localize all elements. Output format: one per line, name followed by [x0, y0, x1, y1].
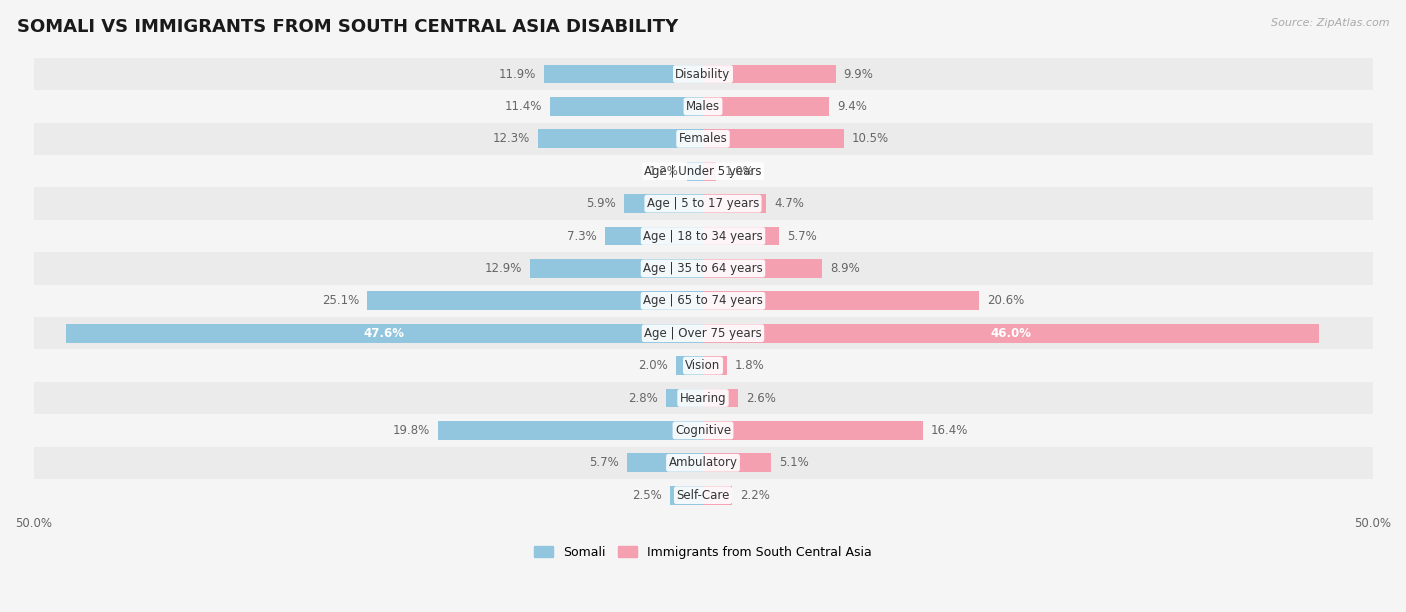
- Text: 12.9%: 12.9%: [485, 262, 522, 275]
- Bar: [34, 285, 1372, 317]
- Text: 4.7%: 4.7%: [773, 197, 804, 210]
- Bar: [34, 187, 1372, 220]
- Bar: [703, 486, 733, 504]
- Bar: [34, 58, 1372, 90]
- Text: 11.4%: 11.4%: [505, 100, 543, 113]
- Text: 20.6%: 20.6%: [987, 294, 1024, 307]
- Text: 5.9%: 5.9%: [586, 197, 616, 210]
- Text: 46.0%: 46.0%: [990, 327, 1032, 340]
- Bar: [703, 162, 717, 181]
- Text: 1.8%: 1.8%: [735, 359, 765, 372]
- Text: 11.9%: 11.9%: [498, 67, 536, 81]
- Legend: Somali, Immigrants from South Central Asia: Somali, Immigrants from South Central As…: [530, 541, 876, 564]
- Text: 1.0%: 1.0%: [724, 165, 754, 177]
- Text: 19.8%: 19.8%: [392, 424, 430, 437]
- Bar: [367, 291, 703, 310]
- Text: 25.1%: 25.1%: [322, 294, 359, 307]
- Text: Males: Males: [686, 100, 720, 113]
- Text: Age | 35 to 64 years: Age | 35 to 64 years: [643, 262, 763, 275]
- Bar: [530, 259, 703, 278]
- Bar: [703, 356, 727, 375]
- Bar: [665, 389, 703, 408]
- Text: Age | Under 5 years: Age | Under 5 years: [644, 165, 762, 177]
- Text: Age | 65 to 74 years: Age | 65 to 74 years: [643, 294, 763, 307]
- Bar: [703, 389, 738, 408]
- Text: Disability: Disability: [675, 67, 731, 81]
- Bar: [703, 259, 823, 278]
- Text: Age | 5 to 17 years: Age | 5 to 17 years: [647, 197, 759, 210]
- Text: 12.3%: 12.3%: [494, 132, 530, 145]
- Text: 2.8%: 2.8%: [627, 392, 658, 405]
- Bar: [703, 291, 979, 310]
- Bar: [703, 97, 830, 116]
- Bar: [703, 65, 835, 83]
- Bar: [703, 194, 766, 213]
- Text: 2.0%: 2.0%: [638, 359, 668, 372]
- Text: 47.6%: 47.6%: [364, 327, 405, 340]
- Text: 7.3%: 7.3%: [568, 230, 598, 242]
- Bar: [669, 486, 703, 504]
- Bar: [703, 421, 922, 440]
- Text: Age | 18 to 34 years: Age | 18 to 34 years: [643, 230, 763, 242]
- Bar: [550, 97, 703, 116]
- Text: 2.2%: 2.2%: [741, 489, 770, 502]
- Bar: [34, 382, 1372, 414]
- Text: Self-Care: Self-Care: [676, 489, 730, 502]
- Text: Age | Over 75 years: Age | Over 75 years: [644, 327, 762, 340]
- Text: 5.1%: 5.1%: [779, 457, 808, 469]
- Bar: [624, 194, 703, 213]
- Text: 9.9%: 9.9%: [844, 67, 873, 81]
- Bar: [703, 226, 779, 245]
- Text: 10.5%: 10.5%: [852, 132, 889, 145]
- Text: Ambulatory: Ambulatory: [668, 457, 738, 469]
- Bar: [34, 479, 1372, 512]
- Bar: [703, 324, 1319, 343]
- Text: SOMALI VS IMMIGRANTS FROM SOUTH CENTRAL ASIA DISABILITY: SOMALI VS IMMIGRANTS FROM SOUTH CENTRAL …: [17, 18, 678, 36]
- Text: 8.9%: 8.9%: [830, 262, 860, 275]
- Text: Females: Females: [679, 132, 727, 145]
- Bar: [34, 155, 1372, 187]
- Bar: [544, 65, 703, 83]
- Text: Cognitive: Cognitive: [675, 424, 731, 437]
- Bar: [66, 324, 703, 343]
- Text: 2.6%: 2.6%: [745, 392, 776, 405]
- Bar: [676, 356, 703, 375]
- Bar: [34, 317, 1372, 349]
- Text: Vision: Vision: [685, 359, 721, 372]
- Bar: [34, 90, 1372, 122]
- Text: Source: ZipAtlas.com: Source: ZipAtlas.com: [1271, 18, 1389, 28]
- Text: 16.4%: 16.4%: [931, 424, 967, 437]
- Bar: [703, 129, 844, 148]
- Bar: [34, 447, 1372, 479]
- Text: 5.7%: 5.7%: [589, 457, 619, 469]
- Bar: [34, 220, 1372, 252]
- Bar: [703, 453, 772, 472]
- Bar: [34, 414, 1372, 447]
- Bar: [34, 252, 1372, 285]
- Bar: [627, 453, 703, 472]
- Bar: [34, 122, 1372, 155]
- Text: 2.5%: 2.5%: [631, 489, 661, 502]
- Text: 1.2%: 1.2%: [650, 165, 679, 177]
- Text: Hearing: Hearing: [679, 392, 727, 405]
- Text: 9.4%: 9.4%: [837, 100, 866, 113]
- Bar: [605, 226, 703, 245]
- Text: 5.7%: 5.7%: [787, 230, 817, 242]
- Bar: [688, 162, 703, 181]
- Bar: [437, 421, 703, 440]
- Bar: [538, 129, 703, 148]
- Bar: [34, 349, 1372, 382]
